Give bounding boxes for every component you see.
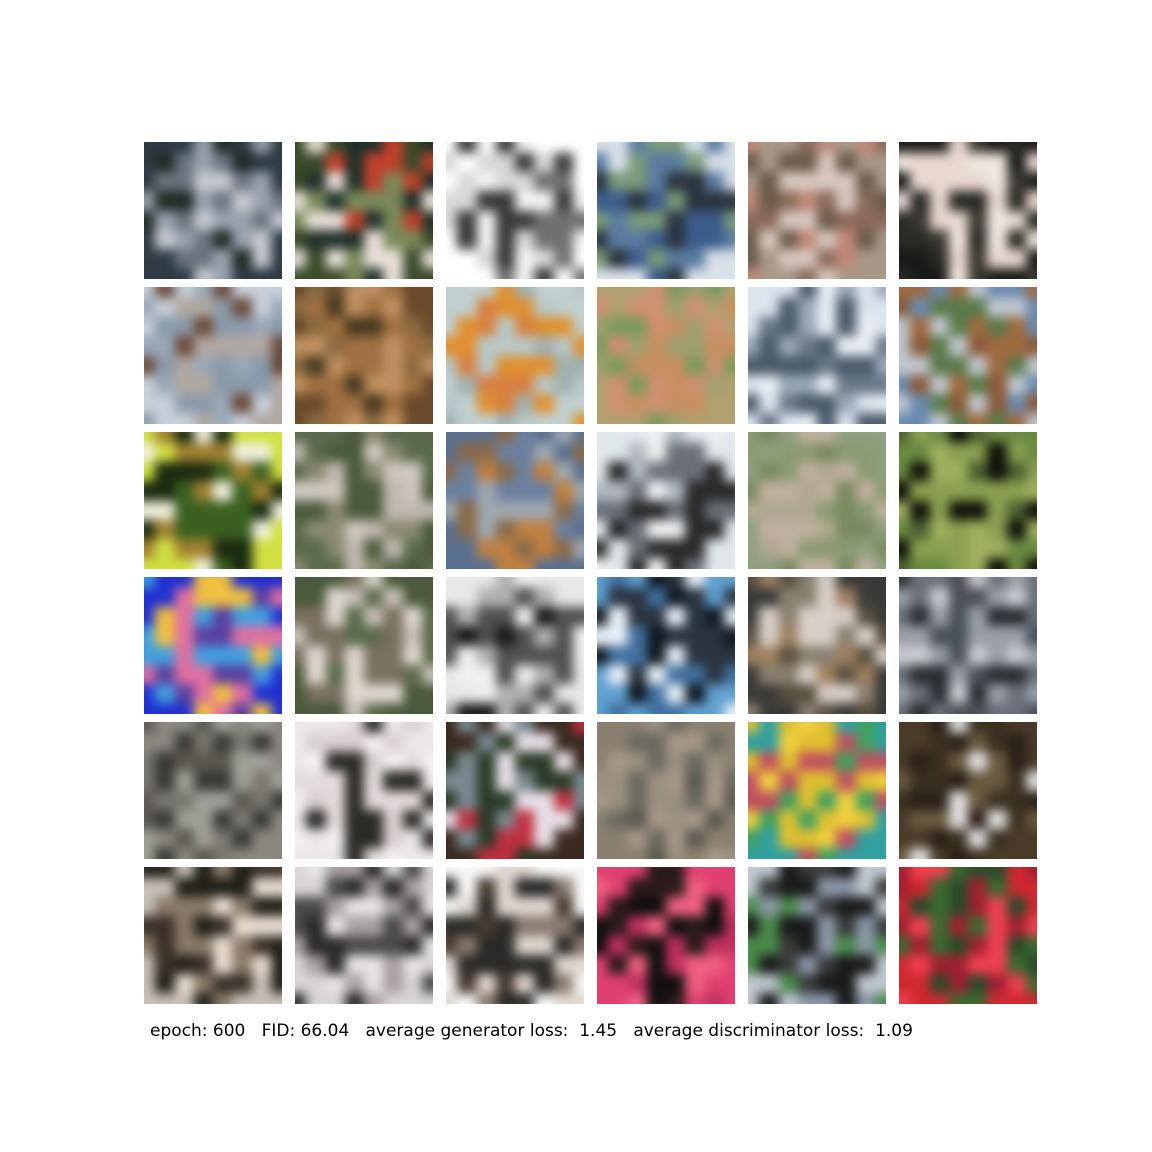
generated-sample-image (295, 577, 433, 714)
generated-sample-image (748, 577, 886, 714)
generated-sample-image (446, 432, 584, 569)
generated-sample-image (446, 722, 584, 859)
generated-sample-image (144, 432, 282, 569)
generated-sample-image (144, 577, 282, 714)
generated-sample-image (597, 287, 735, 424)
generated-sample-image (446, 577, 584, 714)
generated-sample-image (748, 142, 886, 279)
generated-sample-image (899, 867, 1037, 1004)
generated-sample-image (295, 287, 433, 424)
generated-sample-image (899, 287, 1037, 424)
generated-sample-image (597, 577, 735, 714)
generator-loss-value: 1.45 (579, 1021, 618, 1041)
generator-loss-label: average generator loss: (365, 1021, 569, 1041)
generated-sample-image (295, 867, 433, 1004)
fid-value: 66.04 (300, 1021, 350, 1041)
generated-sample-image (899, 142, 1037, 279)
generated-sample-image (748, 867, 886, 1004)
generated-sample-image (748, 432, 886, 569)
generated-sample-image (597, 432, 735, 569)
generated-sample-image (295, 142, 433, 279)
discriminator-loss-value: 1.09 (875, 1021, 913, 1041)
fid-label: FID: (261, 1021, 296, 1041)
generated-sample-image (295, 432, 433, 569)
generated-sample-image (597, 722, 735, 859)
discriminator-loss-label: average discriminator loss: (633, 1021, 865, 1041)
generated-sample-image (748, 722, 886, 859)
generated-sample-image (446, 287, 584, 424)
generated-sample-image (144, 142, 282, 279)
generated-sample-image (748, 287, 886, 424)
generated-sample-image (899, 577, 1037, 714)
generated-sample-image (144, 287, 282, 424)
generated-sample-image (144, 722, 282, 859)
training-stats-caption: epoch: 600 FID: 66.04 average generator … (150, 1021, 913, 1041)
epoch-value: 600 (212, 1021, 246, 1041)
sample-image-grid (144, 142, 1037, 1004)
epoch-label: epoch: (150, 1021, 208, 1041)
generated-sample-image (597, 867, 735, 1004)
generated-sample-image (446, 867, 584, 1004)
generated-sample-image (295, 722, 433, 859)
generated-sample-image (597, 142, 735, 279)
generated-sample-image (144, 867, 282, 1004)
generated-sample-image (899, 432, 1037, 569)
generated-sample-image (899, 722, 1037, 859)
generated-sample-image (446, 142, 584, 279)
